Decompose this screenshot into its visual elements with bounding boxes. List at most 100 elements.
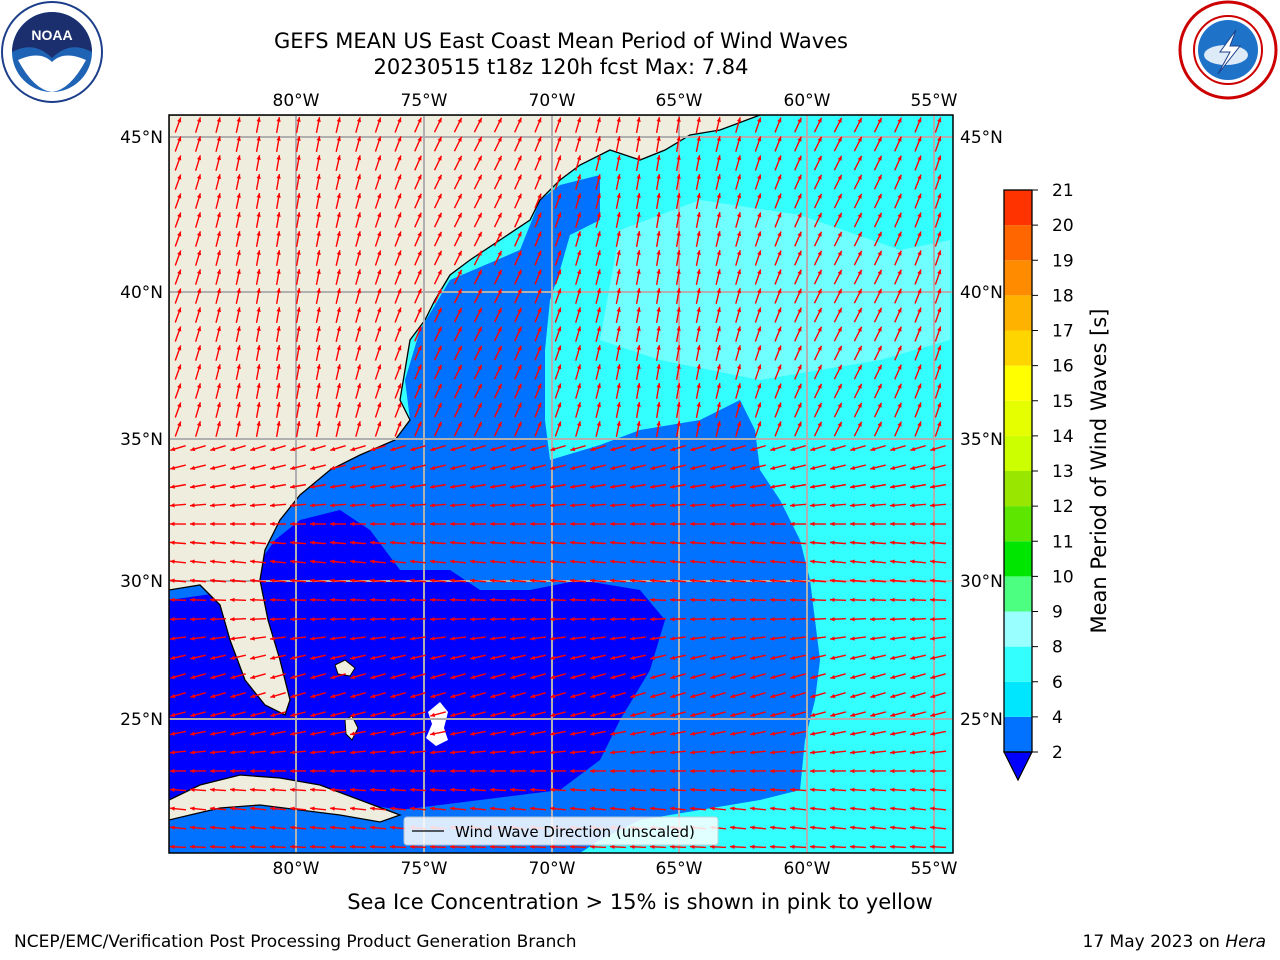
wave-vector-head xyxy=(230,731,235,736)
wave-vector-head xyxy=(370,674,376,680)
wave-vector-head xyxy=(310,540,315,545)
wave-vector-head xyxy=(730,825,735,830)
wave-vector-head xyxy=(710,750,715,755)
wave-vector-head xyxy=(210,768,215,774)
wave-vector-head xyxy=(310,446,316,452)
wave-vector-head xyxy=(350,750,355,755)
wave-vector-head xyxy=(837,174,842,180)
wave-vector-head xyxy=(696,174,701,180)
nws-logo xyxy=(1178,0,1278,100)
wave-vector-head xyxy=(450,616,455,622)
wave-vector-head xyxy=(410,674,416,680)
colorbar-tick-label: 2 xyxy=(1052,743,1063,763)
wave-vector-head xyxy=(797,269,802,275)
wave-vector-head xyxy=(370,787,375,792)
wave-vector-head xyxy=(576,193,582,199)
sea-ice-note: Sea Ice Concentration > 15% is shown in … xyxy=(347,890,933,914)
wave-vector-head xyxy=(256,174,261,179)
wave-vector-head xyxy=(170,578,175,583)
wave-vector-head xyxy=(890,446,896,452)
wave-vector-head xyxy=(330,597,335,603)
wave-vector-head xyxy=(716,364,721,370)
wave-vector-head xyxy=(230,540,235,545)
wave-vector-head xyxy=(216,250,221,256)
wave-vector-head xyxy=(650,712,656,718)
wave-vector-head xyxy=(190,787,195,792)
wave-vector-head xyxy=(370,616,375,622)
wave-vector-head xyxy=(550,465,556,470)
wave-vector-head xyxy=(457,326,462,332)
wave-vector-head xyxy=(557,174,562,180)
wave-vector-head xyxy=(590,446,596,452)
wave-vector-head xyxy=(850,484,855,489)
wave-vector-head xyxy=(757,307,762,313)
wave-vector-head xyxy=(210,806,215,811)
wave-vector-head xyxy=(890,825,895,830)
wave-vector-head xyxy=(810,465,816,470)
wave-vector-head xyxy=(236,402,241,408)
wave-vector-head xyxy=(290,521,295,527)
wave-vector-head xyxy=(596,193,601,199)
wave-vector-head xyxy=(430,578,435,583)
wave-vector-head xyxy=(830,521,835,527)
wave-vector-head xyxy=(630,806,635,811)
wave-vector-head xyxy=(656,231,661,236)
wave-vector-head xyxy=(530,750,535,755)
wave-vector-head xyxy=(870,465,876,470)
wave-vector-head xyxy=(777,402,782,408)
wave-vector-head xyxy=(716,288,721,294)
wave-vector-head xyxy=(296,193,301,198)
wave-vector-head xyxy=(736,174,742,180)
wave-vector-head xyxy=(570,731,575,736)
wave-vector-head xyxy=(370,521,375,527)
wave-vector-head xyxy=(336,402,341,408)
wave-vector-head xyxy=(410,446,416,452)
wave-vector-head xyxy=(576,326,582,332)
wave-vector-head xyxy=(676,174,681,179)
wave-vector-head xyxy=(490,693,496,699)
wave-vector-head xyxy=(377,117,382,123)
wave-vector-head xyxy=(170,559,175,564)
wave-vector-head xyxy=(790,503,795,508)
wave-vector-head xyxy=(937,383,942,389)
wave-vector-head xyxy=(196,212,202,218)
wave-vector-head xyxy=(196,174,202,180)
wave-vector-head xyxy=(750,503,755,508)
wave-vector-head xyxy=(450,731,455,736)
wave-vector-head xyxy=(890,768,895,774)
wave-vector-head xyxy=(610,540,615,545)
wave-vector-head xyxy=(196,345,202,351)
colorbar-tick-label: 9 xyxy=(1052,603,1063,623)
wave-vector-head xyxy=(850,674,856,680)
wave-vector-head xyxy=(636,345,641,350)
wave-vector-head xyxy=(610,768,615,774)
wave-vector-head xyxy=(276,269,281,274)
wave-vector-head xyxy=(530,787,535,792)
wave-vector-head xyxy=(557,231,562,237)
wave-vector-head xyxy=(510,540,515,545)
wave-vector-head xyxy=(430,465,436,470)
wave-vector-head xyxy=(910,731,915,736)
wave-vector-head xyxy=(710,674,716,680)
wave-vector-head xyxy=(656,212,661,217)
wave-vector-head xyxy=(890,503,895,508)
wave-vector-head xyxy=(817,345,822,351)
wave-vector-head xyxy=(356,174,362,180)
wave-vector-head xyxy=(930,693,936,699)
wave-vector-head xyxy=(870,578,875,583)
wave-vector-head xyxy=(397,307,402,313)
wave-vector-head xyxy=(797,383,802,389)
wave-vector-head xyxy=(196,269,202,275)
wave-vector-head xyxy=(850,655,856,660)
wave-vector-head xyxy=(730,674,736,680)
wave-vector-head xyxy=(470,503,475,508)
wave-vector-head xyxy=(310,806,315,811)
wave-vector-head xyxy=(390,806,395,811)
wave-vector-head xyxy=(316,345,321,350)
wave-vector-head xyxy=(910,750,915,755)
wave-vector-head xyxy=(670,655,676,660)
lat-tick-label-left: 25°N xyxy=(120,710,163,730)
colorbar-segment xyxy=(1004,365,1032,401)
wave-vector-head xyxy=(550,616,555,622)
